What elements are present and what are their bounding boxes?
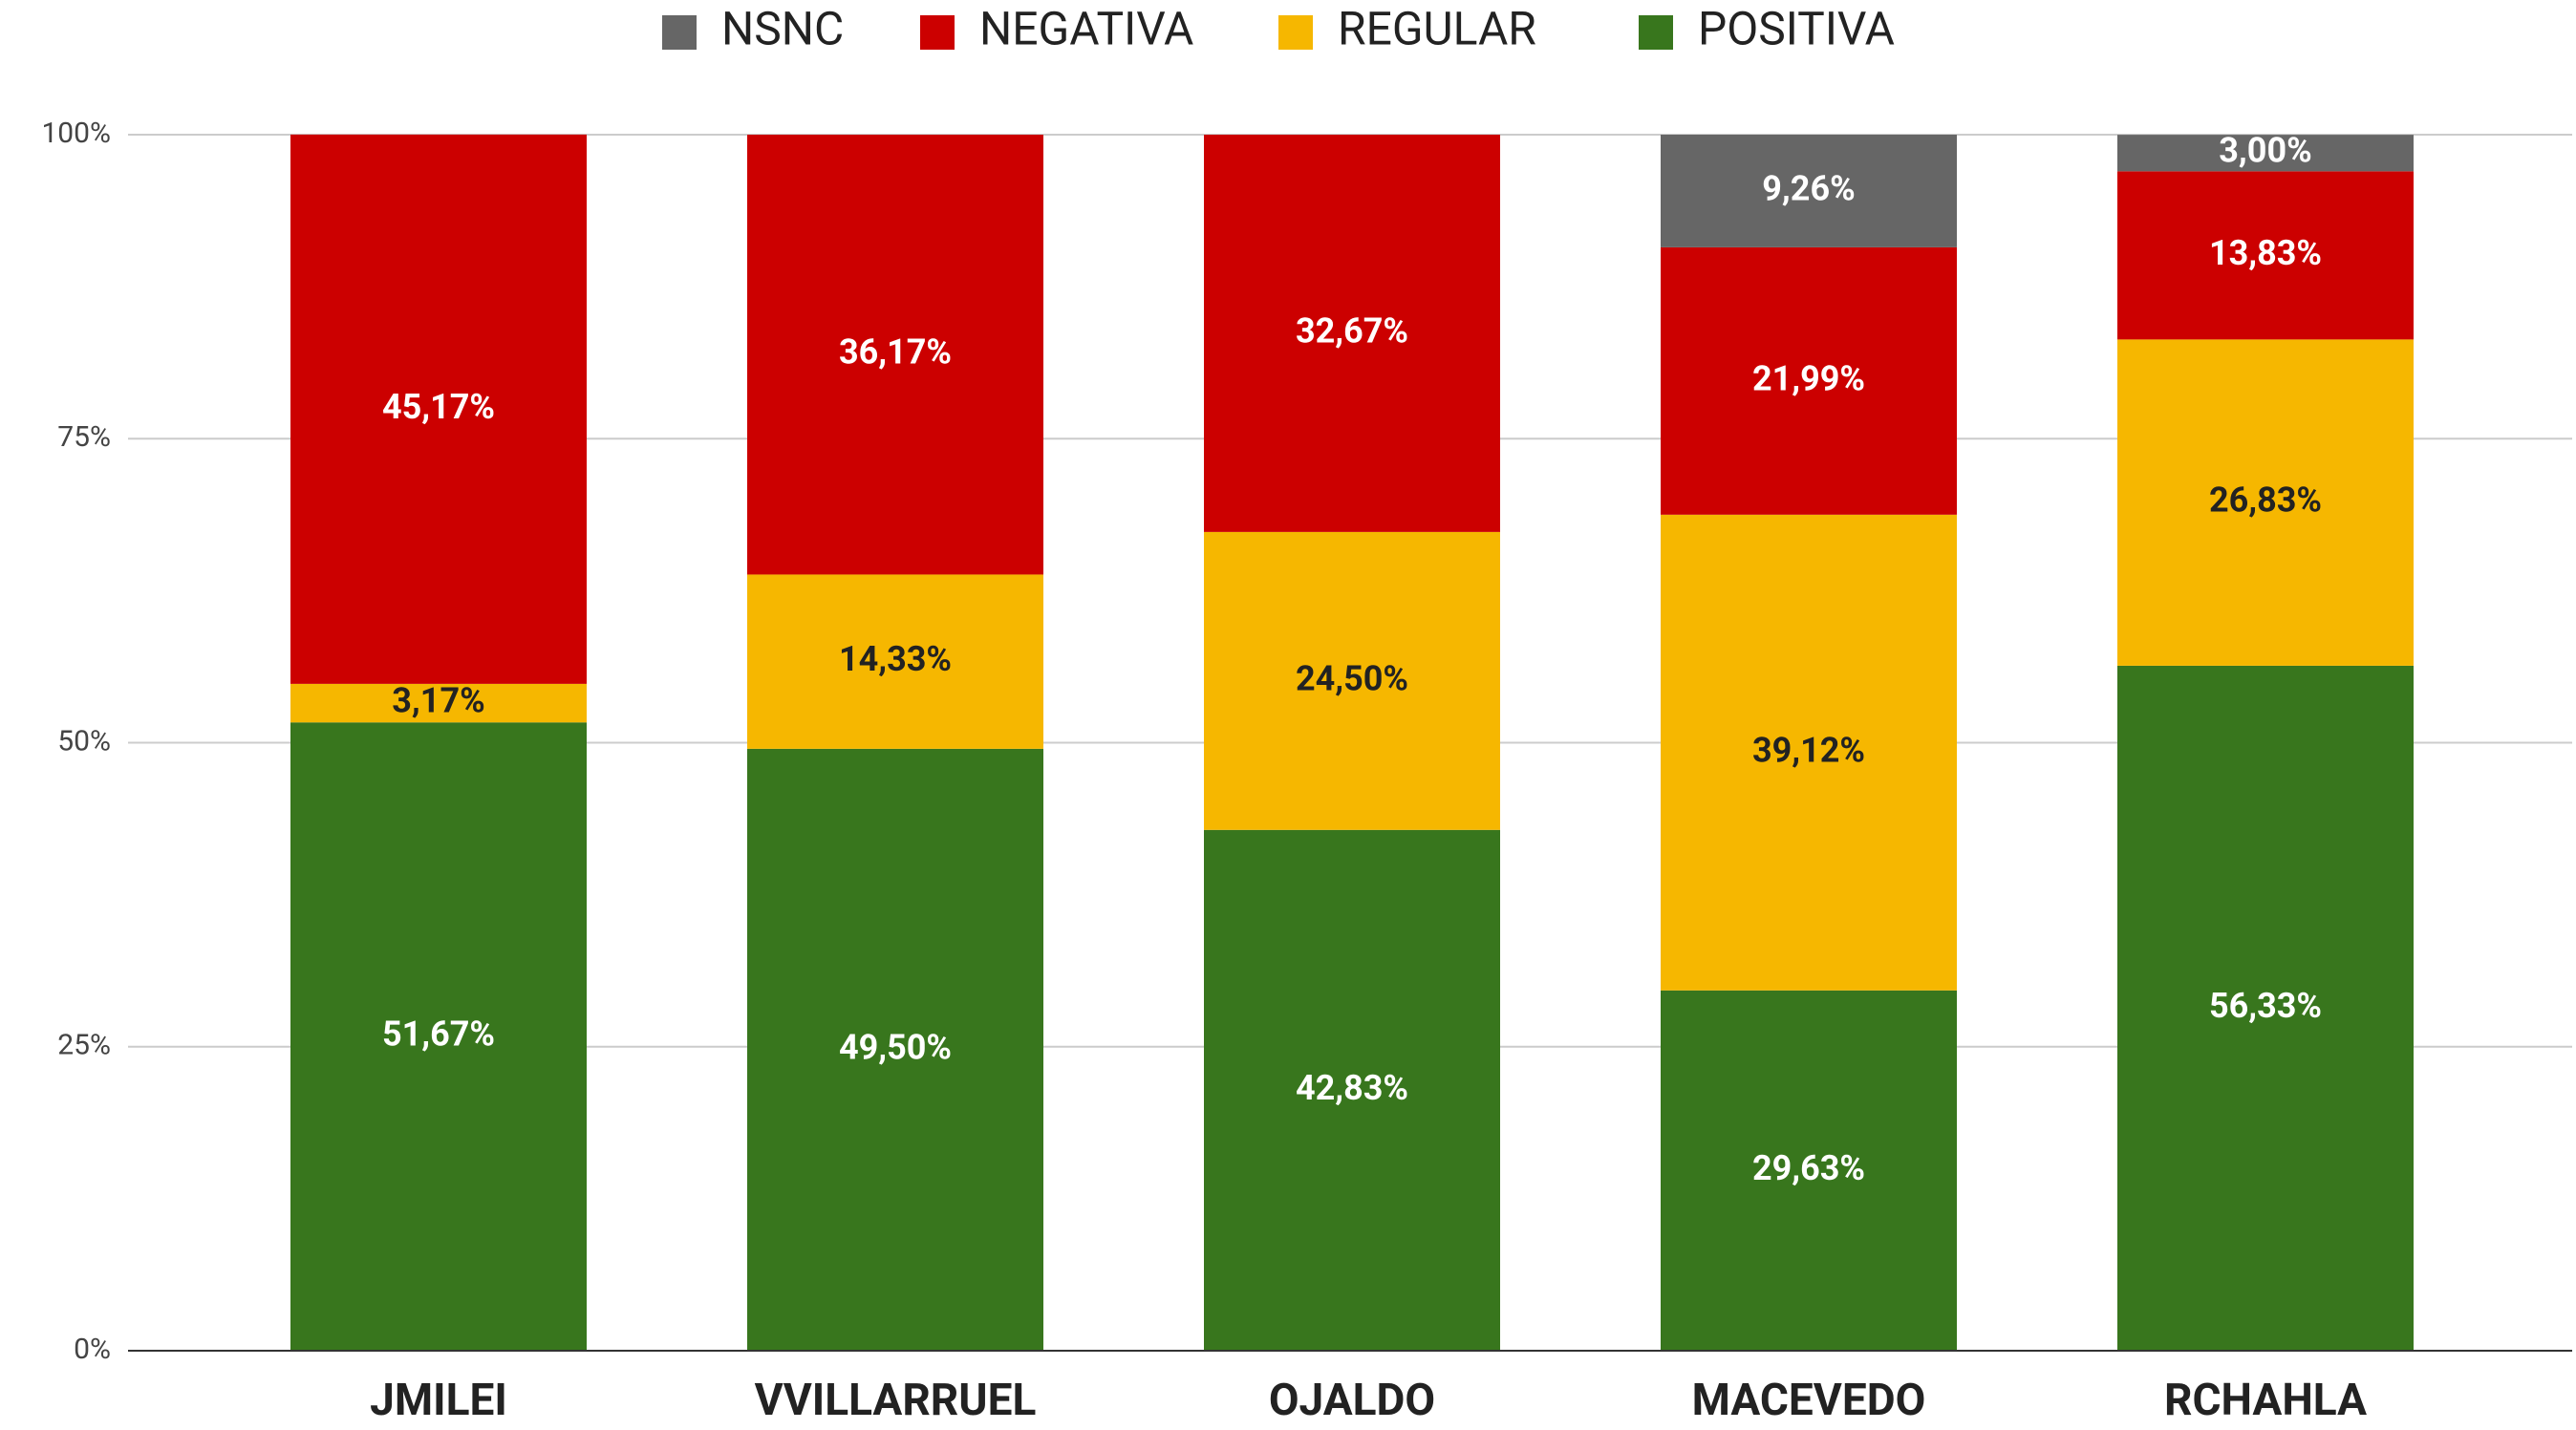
x-tick-label: MACEVEDO [1692, 1375, 1926, 1426]
data-label: 3,00% [2219, 131, 2311, 171]
legend-label: POSITIVA [1698, 2, 1895, 56]
data-label: 42,83% [1296, 1068, 1408, 1108]
data-label: 3,17% [392, 681, 484, 721]
bar-segment [290, 134, 587, 684]
bar-segment [1661, 514, 1957, 991]
data-label: 51,67% [382, 1014, 495, 1055]
legend-label: REGULAR [1338, 2, 1536, 56]
bar-segment [1204, 829, 1500, 1351]
data-label: 26,83% [2209, 480, 2322, 521]
legend-swatch [1278, 15, 1313, 50]
x-tick-label: JMILEI [370, 1375, 507, 1426]
data-label: 9,26% [1762, 168, 1855, 208]
legend-swatch [662, 15, 697, 50]
bar-segment [747, 135, 1043, 575]
legend-swatch [920, 15, 955, 50]
bar-segment [2117, 171, 2414, 340]
y-tick-label: 25% [57, 1029, 111, 1062]
bar-segment [747, 748, 1043, 1351]
y-tick-label: 75% [57, 420, 111, 454]
data-label: 29,63% [1752, 1148, 1865, 1188]
bar-segment [290, 722, 587, 1351]
bar-segment [290, 683, 587, 723]
bar-segment [2117, 665, 2414, 1351]
x-tick-label: RCHAHLA [2164, 1375, 2367, 1426]
x-tick-label: OJALDO [1269, 1375, 1435, 1426]
data-label: 45,17% [382, 387, 495, 427]
bar-segment [747, 574, 1043, 749]
bar-segment [2117, 339, 2414, 666]
bar-segment [1204, 135, 1500, 532]
data-label: 39,12% [1752, 730, 1865, 770]
y-tick-label: 100% [41, 117, 111, 150]
data-label: 32,67% [1296, 310, 1408, 351]
y-tick-label: 0% [74, 1333, 111, 1366]
bar-segment [2117, 135, 2414, 172]
bar-segment [1661, 246, 1957, 515]
legend-swatch [1639, 15, 1673, 50]
data-label: 14,33% [839, 639, 952, 679]
bar-segment [1661, 990, 1957, 1351]
legend-label: NSNC [721, 2, 844, 56]
bar-segment [1661, 135, 1957, 247]
legend-label: NEGATIVA [979, 2, 1193, 56]
data-label: 56,33% [2209, 986, 2322, 1026]
bar-segment [1204, 531, 1500, 830]
y-tick-label: 50% [57, 724, 111, 758]
x-tick-label: VVILLARRUEL [755, 1375, 1037, 1426]
data-label: 49,50% [839, 1027, 952, 1067]
data-label: 36,17% [839, 332, 952, 373]
data-label: 21,99% [1752, 358, 1865, 398]
data-label: 13,83% [2209, 233, 2322, 273]
data-label: 24,50% [1296, 658, 1408, 698]
